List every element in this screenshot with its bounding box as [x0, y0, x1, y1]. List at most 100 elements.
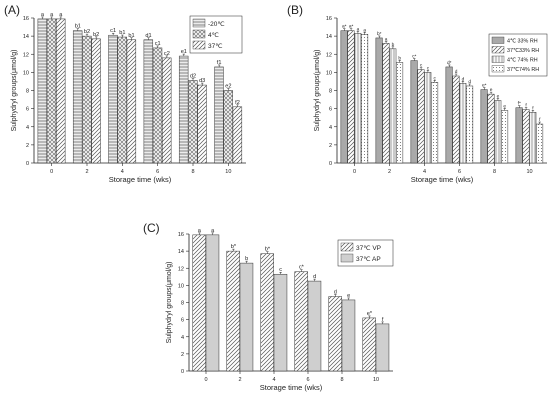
data-label: c — [279, 267, 282, 273]
y-tick-label: 16 — [178, 232, 184, 238]
bar — [522, 109, 530, 164]
data-label: b2 — [84, 29, 90, 35]
x-tick-label: 2 — [85, 169, 88, 175]
bar — [273, 273, 288, 372]
bar — [226, 250, 240, 372]
legend-swatch — [340, 253, 354, 263]
data-label: a* — [342, 24, 347, 30]
x-tick-label: 0 — [50, 169, 53, 175]
legend-label: 4℃ 74% RH — [507, 58, 538, 64]
bar — [117, 36, 127, 164]
bar — [362, 317, 376, 372]
bar — [56, 18, 66, 164]
y-tick-label: 6 — [329, 107, 332, 113]
x-tick-label: 4 — [423, 169, 426, 175]
legend-label: 37℃ VP — [356, 245, 381, 252]
bar — [480, 89, 488, 164]
data-label: b2 — [93, 32, 99, 38]
bar — [307, 280, 322, 372]
data-label: b1 — [75, 24, 81, 30]
data-label: d — [462, 76, 465, 82]
data-label: a — [41, 12, 45, 18]
y-tick-label: 12 — [23, 52, 29, 58]
data-label: a — [198, 228, 202, 234]
bar — [205, 234, 220, 372]
y-tick-label: 10 — [23, 70, 29, 76]
bar — [37, 18, 48, 164]
data-label: a — [385, 37, 388, 42]
data-label: a — [211, 228, 215, 234]
bar — [487, 93, 495, 164]
data-label: b — [392, 42, 395, 48]
legend-swatch — [192, 18, 206, 28]
x-tick-label: 6 — [458, 169, 461, 175]
data-label: d1 — [145, 33, 151, 39]
y-tick-label: 14 — [23, 34, 29, 40]
data-label: d — [468, 79, 471, 85]
bar — [152, 47, 163, 164]
bar — [536, 123, 544, 164]
bar — [501, 110, 509, 164]
bar — [178, 55, 189, 164]
data-label: f2 — [235, 100, 240, 106]
y-tick-label: 8 — [329, 89, 332, 95]
bar — [232, 106, 243, 164]
bar — [214, 66, 224, 164]
bar — [328, 296, 342, 372]
bar — [126, 39, 137, 164]
data-label: e — [503, 104, 506, 109]
data-label: f* — [518, 101, 521, 107]
legend-swatch — [491, 36, 505, 44]
panel-label: (B) — [287, 3, 303, 17]
x-tick-label: 10 — [373, 377, 379, 383]
panel-label: (A) — [4, 3, 20, 17]
bar — [340, 30, 348, 164]
y-tick-label: 10 — [178, 283, 184, 289]
bar — [192, 234, 206, 372]
data-label: d* — [447, 60, 452, 66]
chart-panel-c: (C) 0 2 4 6 8 10 12 14 16 Sulphydryl groups(μmol/g… — [143, 221, 394, 392]
x-axis-label: Storage time (wks) — [260, 383, 323, 392]
bar — [82, 35, 92, 164]
data-label: b — [398, 55, 401, 61]
data-label: e — [490, 88, 493, 93]
bar — [389, 48, 397, 164]
x-tick-label: 2 — [388, 169, 391, 175]
x-tick-label: 8 — [191, 169, 194, 175]
y-tick-label: 2 — [181, 352, 184, 358]
legend-swatch — [340, 242, 354, 252]
data-label: d — [313, 274, 316, 280]
y-tick-label: 0 — [329, 161, 332, 167]
data-label: d — [334, 290, 337, 296]
data-label: c2 — [164, 51, 170, 57]
legend-label: 37℃33% RH — [507, 48, 539, 54]
bar — [410, 60, 418, 164]
bar — [494, 100, 502, 164]
data-label: f — [382, 317, 384, 323]
y-tick-label: 16 — [326, 16, 332, 22]
data-label: e2 — [225, 84, 231, 90]
x-tick-label: 2 — [238, 377, 241, 383]
bar — [294, 271, 308, 372]
x-axis-label: Storage time (wks) — [411, 175, 474, 184]
data-label: c* — [299, 265, 305, 271]
data-label: c — [427, 66, 430, 71]
bar — [72, 30, 83, 164]
bar — [347, 30, 355, 164]
bar — [459, 83, 467, 164]
bar — [188, 80, 198, 164]
legend-label: 37℃ — [208, 43, 223, 50]
y-tick-label: 12 — [178, 266, 184, 272]
y-tick-label: 14 — [178, 249, 184, 255]
y-tick-label: 10 — [326, 70, 332, 76]
data-label: c1 — [110, 28, 116, 34]
y-axis-label: Sulphydryl groups(μmol/g) — [166, 262, 173, 344]
y-tick-label: 16 — [23, 16, 29, 22]
data-label: a — [50, 12, 54, 18]
bar — [382, 43, 390, 164]
y-tick-label: 4 — [329, 125, 332, 131]
legend-swatch — [491, 46, 505, 54]
x-tick-label: 10 — [225, 169, 231, 175]
bar — [375, 323, 390, 372]
